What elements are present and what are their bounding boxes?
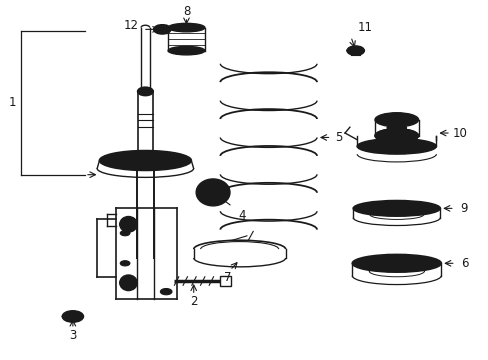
Ellipse shape [352, 201, 439, 216]
Ellipse shape [374, 129, 418, 143]
Ellipse shape [382, 260, 410, 266]
Text: 9: 9 [459, 202, 467, 215]
Ellipse shape [177, 26, 195, 30]
Ellipse shape [374, 113, 418, 127]
Ellipse shape [386, 124, 406, 132]
Ellipse shape [120, 230, 130, 236]
Text: 11: 11 [357, 21, 372, 34]
Text: 7: 7 [224, 271, 231, 284]
Ellipse shape [168, 46, 204, 55]
FancyBboxPatch shape [220, 276, 230, 286]
Ellipse shape [160, 288, 172, 295]
Text: 6: 6 [460, 257, 467, 270]
Ellipse shape [138, 87, 153, 95]
Ellipse shape [120, 222, 127, 226]
Ellipse shape [62, 311, 83, 322]
Ellipse shape [205, 186, 220, 198]
Ellipse shape [120, 261, 130, 266]
Ellipse shape [138, 154, 153, 163]
Text: 4: 4 [238, 209, 245, 222]
Text: 5: 5 [334, 131, 342, 144]
Text: 10: 10 [451, 126, 466, 140]
Ellipse shape [356, 139, 435, 154]
Ellipse shape [351, 255, 440, 272]
Ellipse shape [346, 46, 364, 55]
Text: 2: 2 [190, 295, 197, 308]
Text: 3: 3 [69, 329, 77, 342]
Ellipse shape [196, 179, 229, 206]
Text: 8: 8 [183, 5, 190, 18]
Ellipse shape [374, 129, 418, 143]
Ellipse shape [99, 150, 191, 170]
Ellipse shape [368, 258, 424, 269]
Text: 1: 1 [9, 96, 16, 109]
Text: 12: 12 [123, 19, 138, 32]
Ellipse shape [158, 27, 166, 31]
Ellipse shape [67, 313, 79, 320]
Ellipse shape [120, 281, 127, 285]
Ellipse shape [168, 23, 204, 32]
Ellipse shape [369, 203, 423, 213]
Ellipse shape [120, 216, 137, 232]
Ellipse shape [351, 49, 359, 53]
Ellipse shape [120, 275, 137, 291]
Ellipse shape [153, 25, 171, 34]
Ellipse shape [177, 49, 195, 53]
